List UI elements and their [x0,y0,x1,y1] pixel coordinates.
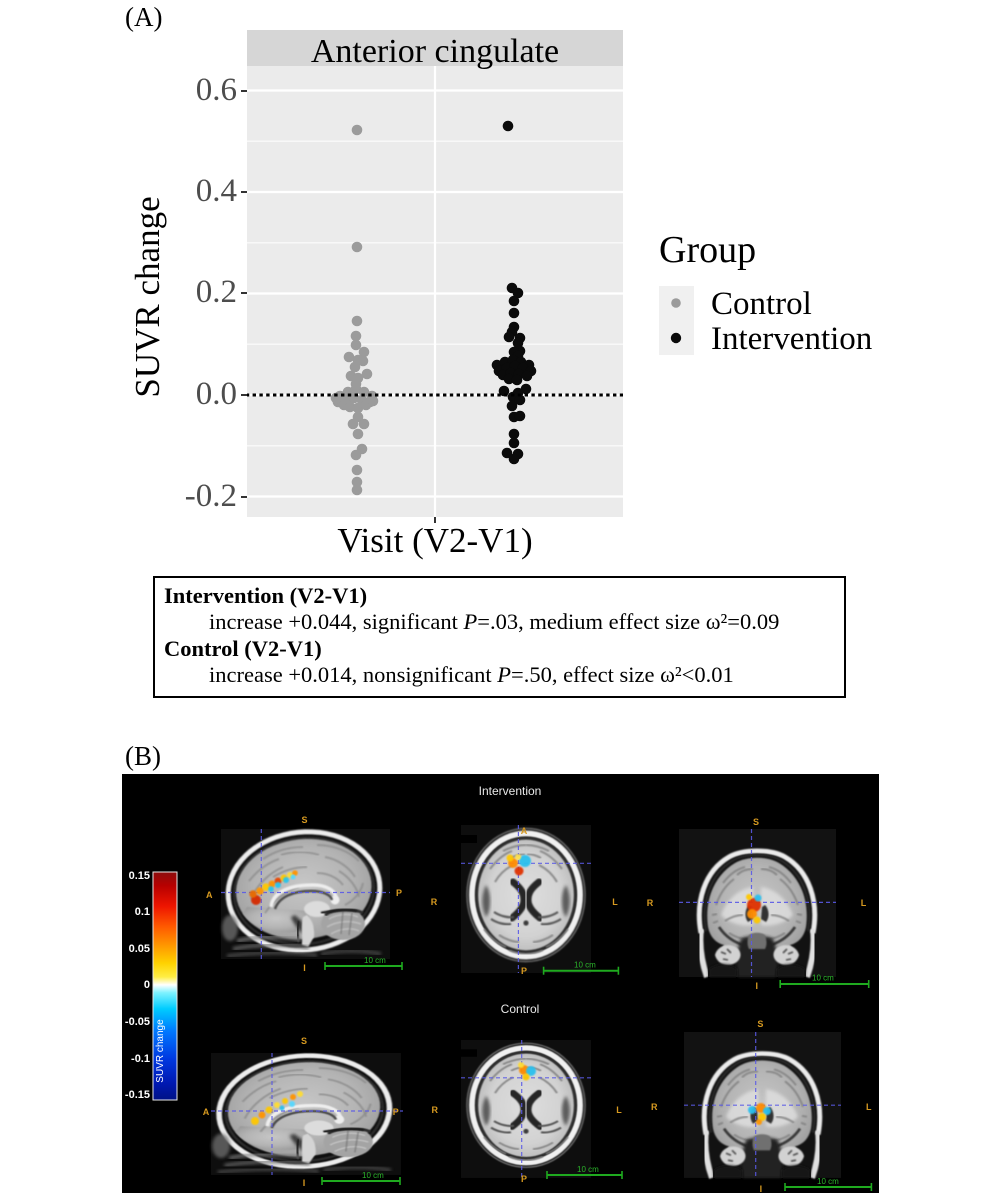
svg-text:L: L [616,1105,622,1115]
svg-text:S: S [753,817,759,827]
svg-text:10 cm: 10 cm [817,1177,839,1186]
svg-text:R: R [432,1105,439,1115]
svg-text:P: P [396,888,402,898]
svg-text:-0.15: -0.15 [125,1089,150,1101]
svg-text:SUVR change: SUVR change [155,1019,166,1083]
svg-text:I: I [760,1184,763,1193]
svg-text:Intervention: Intervention [479,784,542,798]
svg-text:L: L [866,1102,872,1112]
svg-text:P: P [393,1107,399,1117]
svg-text:L: L [612,897,618,907]
svg-text:S: S [301,815,307,825]
svg-text:0.15: 0.15 [129,870,150,882]
svg-text:A: A [521,826,528,836]
svg-text:A: A [203,1107,210,1117]
svg-text:Control: Control [501,1002,540,1016]
svg-text:L: L [861,898,867,908]
svg-text:R: R [651,1102,658,1112]
svg-text:S: S [757,1019,763,1029]
svg-text:S: S [301,1036,307,1046]
svg-text:I: I [303,1178,306,1188]
svg-text:10 cm: 10 cm [364,956,386,965]
svg-text:I: I [303,963,306,973]
svg-text:0: 0 [144,979,150,991]
svg-text:10 cm: 10 cm [362,1171,384,1180]
svg-text:P: P [521,966,527,976]
svg-text:10 cm: 10 cm [574,961,596,970]
svg-text:10 cm: 10 cm [577,1165,599,1174]
svg-text:-0.1: -0.1 [131,1053,150,1065]
svg-text:-0.05: -0.05 [125,1016,150,1028]
svg-text:I: I [756,981,759,991]
svg-text:A: A [206,890,213,900]
svg-text:R: R [431,897,438,907]
svg-text:0.05: 0.05 [129,943,150,955]
svg-text:P: P [521,1174,527,1184]
svg-text:R: R [647,898,654,908]
svg-text:0.1: 0.1 [135,906,150,918]
svg-text:10 cm: 10 cm [812,974,834,983]
